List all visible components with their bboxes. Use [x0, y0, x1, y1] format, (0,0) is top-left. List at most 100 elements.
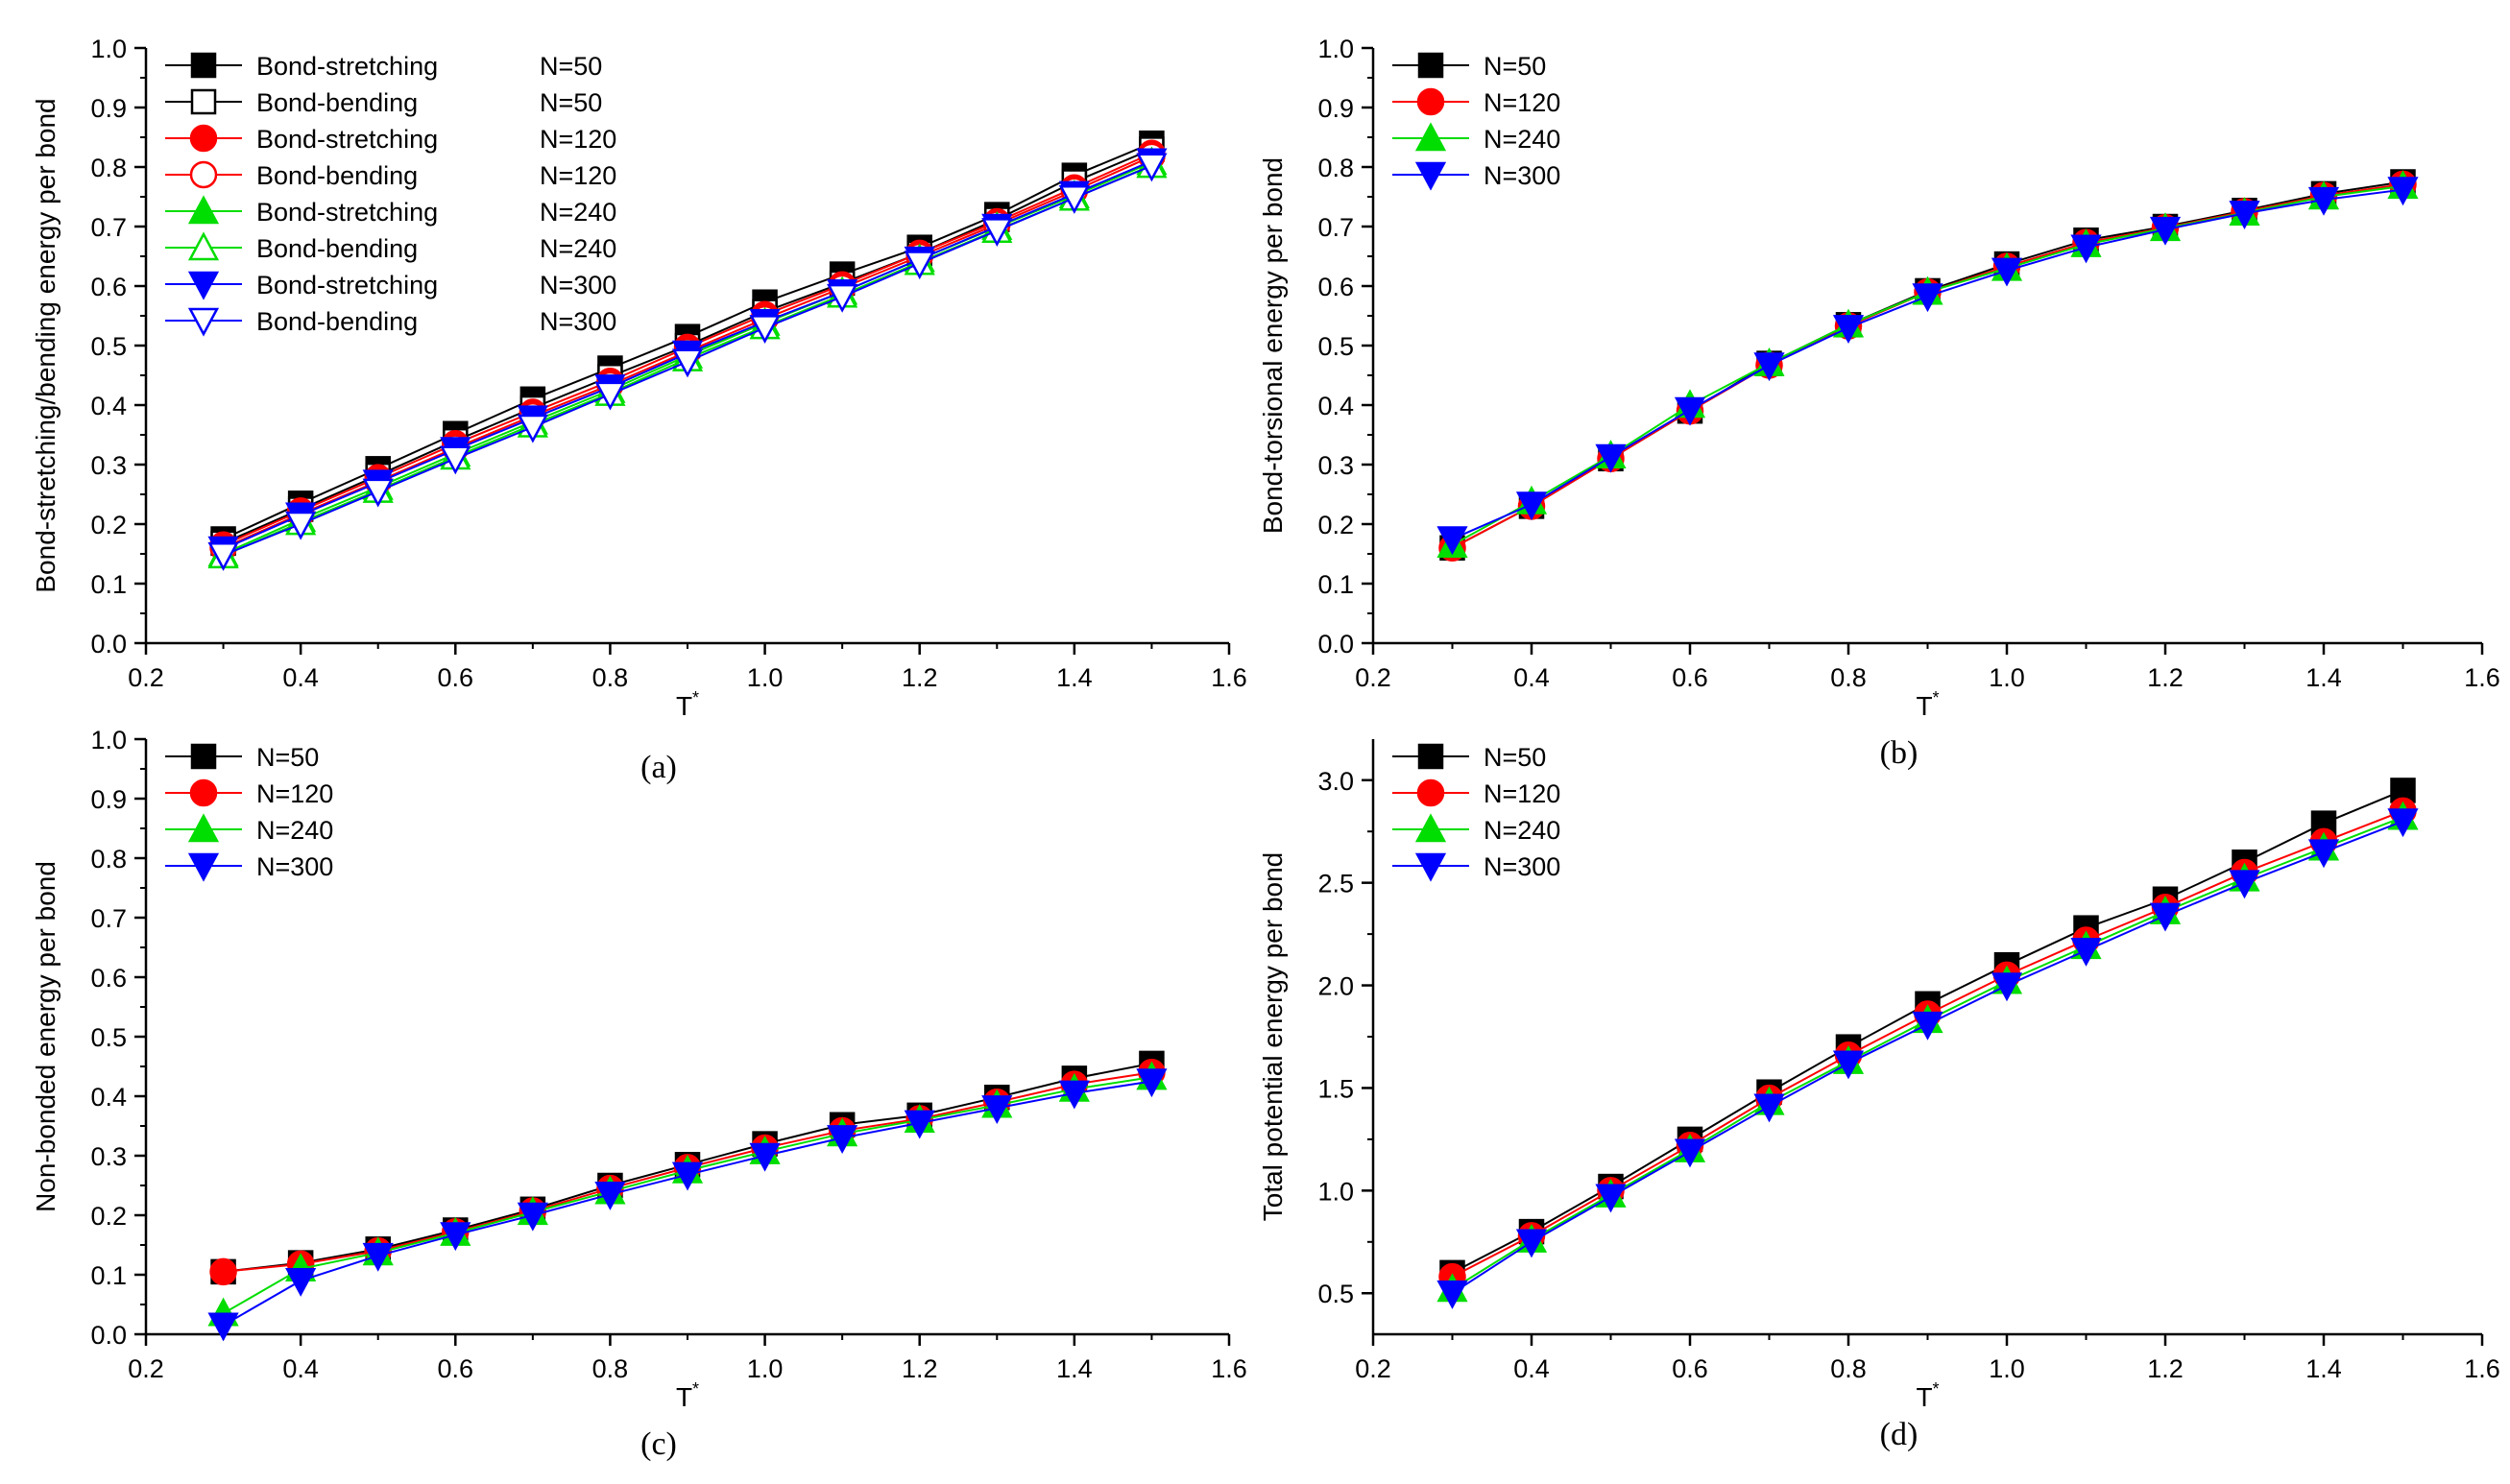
data-point: [2229, 870, 2260, 899]
legend-marker: [1414, 122, 1447, 152]
legend-label: N=120: [1484, 88, 1560, 117]
legend-label: N=300: [1484, 852, 1560, 881]
data-point: [517, 414, 548, 443]
x-tick-label: 0.2: [128, 1354, 164, 1383]
y-tick-label: 0.4: [90, 392, 127, 420]
y-tick-label: 1.0: [1317, 35, 1354, 63]
y-tick-label: 0.1: [90, 570, 127, 599]
y-tick-label: 0.7: [1317, 213, 1354, 242]
x-tick-label: 0.4: [282, 663, 319, 692]
y-tick-label: 0.5: [1317, 332, 1354, 361]
legend-marker: [187, 195, 220, 225]
x-tick-label: 1.2: [2147, 663, 2184, 692]
data-point: [1674, 396, 1706, 426]
x-tick-label: 1.2: [902, 1354, 938, 1383]
x-tick-label: 1.4: [2305, 663, 2342, 692]
x-tick-label: 0.4: [282, 1354, 319, 1383]
x-tick-label: 1.4: [1056, 663, 1093, 692]
data-point: [2387, 177, 2419, 206]
legend-marker: [1414, 161, 1447, 191]
data-point: [594, 1182, 626, 1210]
data-point: [2070, 937, 2102, 967]
data-point: [594, 381, 626, 411]
legend-label: N=50: [256, 743, 319, 772]
x-tick-label: 0.2: [1355, 663, 1391, 692]
y-tick-label: 0.7: [90, 904, 127, 933]
x-tick-label: 1.0: [747, 663, 784, 692]
data-point: [440, 1222, 471, 1252]
x-tick-label: 1.0: [1989, 1354, 2025, 1383]
y-tick-label: 0.1: [1317, 570, 1354, 599]
y-tick-label: 0.6: [90, 964, 127, 993]
data-point: [1515, 491, 1548, 521]
x-tick-label: 0.8: [1830, 1354, 1867, 1383]
legend-label: Bond-stretching: [256, 52, 438, 81]
x-axis-title: T*: [676, 1379, 699, 1412]
data-point: [1832, 315, 1865, 345]
y-tick-label: 0.1: [90, 1261, 127, 1290]
legend-marker: [1416, 87, 1445, 116]
legend-marker: [1416, 778, 1445, 807]
x-tick-label: 0.2: [128, 663, 164, 692]
legend-label: Bond-bending: [256, 307, 418, 336]
y-tick-label: 0.0: [1317, 630, 1354, 658]
legend-marker: [190, 743, 217, 770]
data-point: [207, 541, 239, 571]
y-tick-label: 0.8: [90, 845, 127, 874]
x-axis-title-sup: *: [692, 688, 699, 707]
legend-label: N=300: [256, 852, 333, 881]
series-line: [1452, 188, 2403, 540]
y-tick-label: 0.6: [1317, 273, 1354, 301]
data-point: [1912, 283, 1943, 313]
data-point: [1832, 1050, 1865, 1080]
data-point: [1436, 526, 1468, 556]
data-point: [749, 1142, 781, 1172]
x-tick-label: 0.6: [438, 663, 474, 692]
panel-label: (b): [1880, 735, 1919, 771]
legend-marker: [1417, 743, 1444, 770]
y-tick-label: 0.5: [90, 1023, 127, 1052]
data-point: [285, 1267, 317, 1297]
data-point: [749, 315, 781, 345]
legend-label: Bond-bending: [256, 88, 418, 117]
data-point: [517, 1202, 548, 1232]
legend-label: N=50: [1484, 743, 1546, 772]
data-point: [981, 218, 1013, 247]
x-axis-title: T*: [1916, 688, 1939, 721]
legend-n-label: N=50: [540, 88, 602, 117]
x-axis-title: T*: [1916, 1379, 1939, 1412]
data-point: [1991, 257, 2023, 287]
legend-label: Bond-stretching: [256, 271, 438, 299]
x-tick-label: 0.6: [438, 1354, 474, 1383]
data-point: [1991, 972, 2023, 1002]
y-tick-label: 0.8: [1317, 154, 1354, 182]
chart-panel-b: 0.2 0.4 0.6 0.8 1.0 1.2 1.4 1.6 0.0 0.1 0.2 0.3 0.4 0…: [1258, 35, 2500, 771]
y-tick-label: 0.9: [90, 94, 127, 123]
y-tick-label: 2.0: [1317, 972, 1354, 1001]
legend-marker: [189, 778, 218, 807]
y-tick-label: 0.2: [90, 1202, 127, 1231]
series-line: [1451, 820, 2403, 1295]
data-point: [2149, 216, 2182, 246]
legend-marker: [187, 231, 220, 261]
legend-marker: [190, 88, 217, 115]
x-tick-label: 0.6: [1672, 663, 1708, 692]
series-line: [223, 1076, 1152, 1315]
legend-n-label: N=300: [540, 271, 616, 299]
y-tick-label: 1.0: [90, 726, 127, 754]
x-axis-title-sup: *: [1933, 688, 1940, 707]
data-point: [362, 1242, 394, 1272]
y-axis-title: Total potential energy per bond: [1258, 852, 1288, 1222]
legend-label: N=240: [256, 816, 333, 845]
legend-label: Bond-stretching: [256, 198, 438, 227]
x-tick-label: 0.8: [592, 1354, 629, 1383]
legend-label: N=120: [256, 779, 333, 808]
y-tick-label: 0.9: [90, 785, 127, 814]
y-tick-label: 0.3: [90, 451, 127, 480]
x-tick-label: 0.4: [1513, 663, 1550, 692]
x-tick-label: 1.0: [1989, 663, 2025, 692]
series-line: [1452, 184, 2403, 546]
data-point: [671, 1161, 704, 1191]
y-tick-label: 0.4: [90, 1083, 127, 1112]
